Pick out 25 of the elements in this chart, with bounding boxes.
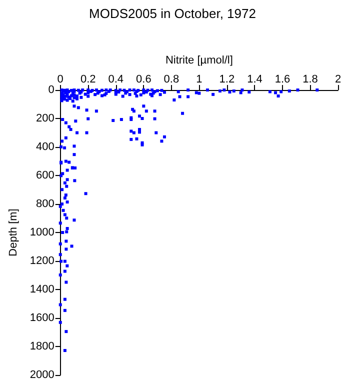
- y-tick-label: 1200: [30, 255, 54, 267]
- y-tick-label: 600: [36, 170, 54, 182]
- x-tick-label: 0.4: [108, 74, 124, 86]
- x-axis-title: Nitrite [µmol/l]: [165, 54, 233, 66]
- x-tick-label: 1.2: [219, 74, 235, 86]
- x-tick-label: 1.4: [247, 74, 262, 86]
- y-tick-label: 400: [36, 141, 54, 153]
- chart-title: MODS2005 in October, 1972: [89, 6, 256, 21]
- y-tick-label: 1400: [30, 284, 54, 296]
- x-tick-label: 1.8: [302, 74, 318, 86]
- y-tick-label: 1800: [30, 340, 54, 352]
- x-tick-label: 1: [196, 74, 202, 86]
- x-tick-label: 0.6: [136, 74, 152, 86]
- y-tick-label: 1000: [30, 226, 54, 238]
- x-tick-label: 2: [334, 74, 342, 86]
- x-tick-label: 0.8: [164, 74, 180, 86]
- y-tick-label: 2000: [30, 369, 54, 381]
- y-axis-title: Depth [m]: [8, 208, 20, 256]
- x-tick-label: 0.2: [80, 74, 96, 86]
- x-tick-label: 1.6: [274, 74, 290, 86]
- x-tick-label: 0: [57, 74, 64, 86]
- y-tick-label: 800: [36, 198, 54, 210]
- y-tick-label: 1600: [30, 312, 54, 324]
- y-tick-label: 200: [36, 112, 54, 124]
- y-tick-label: 0: [48, 84, 54, 96]
